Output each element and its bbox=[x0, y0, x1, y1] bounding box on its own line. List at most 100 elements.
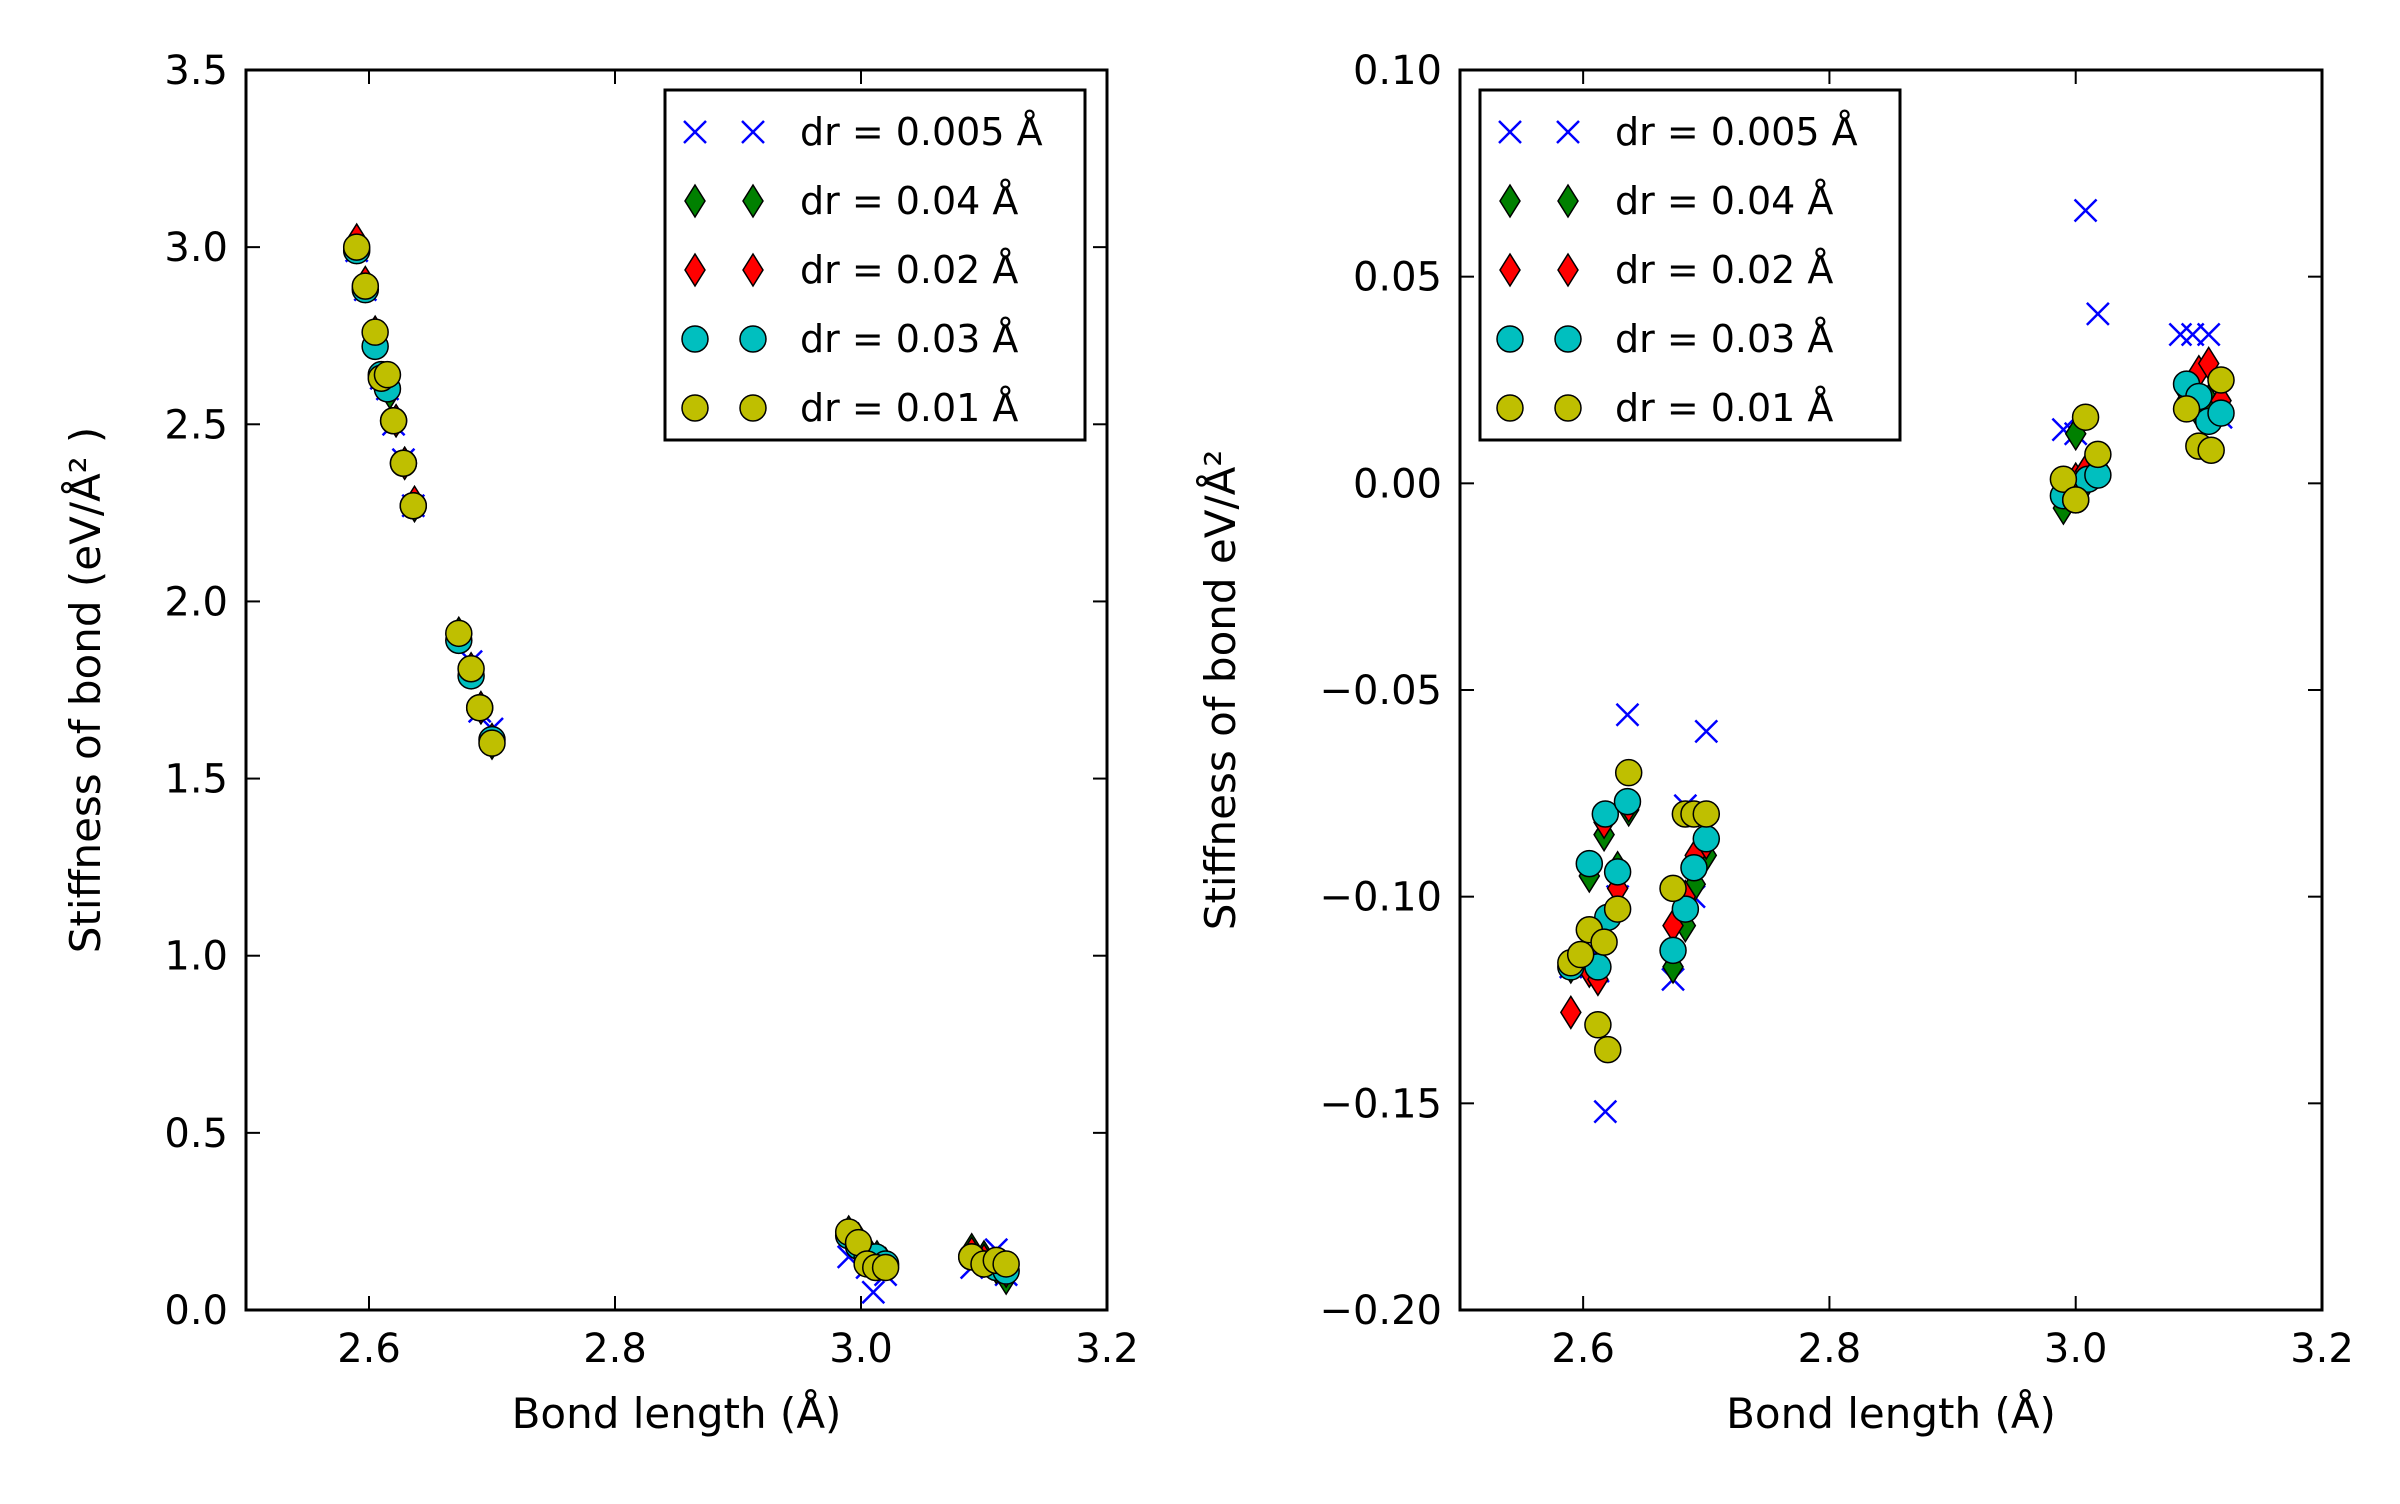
y-tick-label: 3.5 bbox=[164, 48, 228, 94]
x-tick-label: 2.8 bbox=[583, 1326, 647, 1372]
legend-marker bbox=[1556, 120, 1580, 144]
x-tick-label: 2.8 bbox=[1798, 1326, 1862, 1372]
legend-marker bbox=[681, 325, 709, 353]
data-point bbox=[361, 318, 389, 346]
legend: dr = 0.005 Å dr = 0.04 Å dr = 0.02 Å dr = 0… bbox=[1478, 88, 1902, 442]
x-tick-label: 3.0 bbox=[829, 1326, 893, 1372]
data-point bbox=[861, 1280, 886, 1305]
legend-label: dr = 0.03 Å bbox=[800, 317, 1018, 361]
data-point bbox=[1694, 719, 1719, 744]
data-point bbox=[373, 360, 402, 389]
legend-marker bbox=[684, 183, 706, 219]
y-tick-label: −0.10 bbox=[1319, 875, 1442, 921]
y-tick-label: 2.5 bbox=[164, 402, 228, 448]
y-tick-label: 0.05 bbox=[1353, 255, 1442, 301]
data-point bbox=[1613, 787, 1642, 816]
data-point bbox=[1590, 928, 1618, 956]
data-point bbox=[389, 449, 418, 478]
legend-label: dr = 0.02 Å bbox=[800, 248, 1018, 292]
data-point bbox=[1692, 800, 1721, 828]
legend-label: dr = 0.005 Å bbox=[1615, 110, 1858, 154]
y-axis-label: Stiffness of bond (eV/Å² ) bbox=[60, 427, 110, 954]
data-point bbox=[2197, 436, 2225, 465]
series-3 bbox=[1557, 370, 2235, 981]
data-point bbox=[1559, 994, 1582, 1030]
y-tick-label: −0.20 bbox=[1319, 1288, 1442, 1334]
data-point bbox=[871, 1253, 900, 1282]
data-point bbox=[457, 654, 485, 683]
legend-marker bbox=[1499, 252, 1521, 288]
legend-marker bbox=[1554, 394, 1582, 422]
y-tick-label: 0.0 bbox=[164, 1288, 228, 1334]
legend-label: dr = 0.01 Å bbox=[1615, 386, 1833, 430]
legend-marker bbox=[742, 183, 764, 219]
x-axis-label: Bond length (Å) bbox=[512, 1388, 842, 1438]
series-2 bbox=[1559, 346, 2232, 1030]
data-point bbox=[2073, 198, 2098, 223]
legend-marker bbox=[1496, 325, 1524, 353]
legend-marker bbox=[1557, 183, 1579, 219]
legend-entry: dr = 0.02 Å bbox=[1499, 248, 1833, 292]
right-panel: 2.6 2.8 3.0 3.2 −0.20 −0.15 −0.10 −0.05 0.00 0.05… bbox=[1195, 48, 2354, 1438]
y-tick-label: 2.0 bbox=[164, 579, 228, 625]
data-point bbox=[1671, 895, 1700, 923]
data-points bbox=[342, 222, 1020, 1305]
y-tick-label: 1.5 bbox=[164, 757, 228, 803]
data-point bbox=[2172, 395, 2201, 423]
x-tick-label: 2.6 bbox=[337, 1326, 401, 1372]
data-point bbox=[1603, 858, 1632, 886]
data-point bbox=[1680, 853, 1708, 882]
data-point bbox=[1603, 895, 1632, 923]
data-point bbox=[351, 272, 380, 300]
legend-label: dr = 0.04 Å bbox=[1615, 179, 1833, 223]
x-tick-label: 3.2 bbox=[1075, 1326, 1139, 1372]
data-point bbox=[1615, 702, 1640, 727]
legend-entry: dr = 0.02 Å bbox=[684, 248, 1018, 292]
x-tick-label: 2.6 bbox=[1551, 1326, 1615, 1372]
series-4 bbox=[1557, 366, 2235, 1064]
legend-entry: dr = 0.03 Å bbox=[681, 317, 1018, 361]
data-point bbox=[1591, 800, 1620, 828]
data-point bbox=[1692, 825, 1721, 853]
legend-marker bbox=[1496, 394, 1524, 422]
legend-label: dr = 0.03 Å bbox=[1615, 317, 1833, 361]
data-point bbox=[2085, 301, 2110, 326]
data-point bbox=[445, 619, 473, 648]
y-tick-label: 0.5 bbox=[164, 1111, 228, 1157]
data-point bbox=[342, 233, 371, 261]
y-tick-label: 0.00 bbox=[1353, 461, 1442, 507]
legend-box bbox=[1478, 88, 1902, 442]
legend-box bbox=[663, 88, 1087, 442]
y-tick-label: 3.0 bbox=[164, 225, 228, 271]
legend-marker bbox=[739, 325, 767, 353]
data-point bbox=[1566, 940, 1595, 969]
x-tick-label: 3.2 bbox=[2290, 1326, 2354, 1372]
legend-entry: dr = 0.04 Å bbox=[684, 179, 1018, 223]
legend-marker bbox=[1498, 120, 1522, 144]
legend-label: dr = 0.02 Å bbox=[1615, 248, 1833, 292]
legend-marker bbox=[681, 394, 709, 422]
data-point bbox=[1659, 874, 1687, 903]
y-axis-label: Stiffness of bond eV/Å² bbox=[1195, 450, 1245, 930]
y-tick-label: 0.10 bbox=[1353, 48, 1442, 94]
x-tick-label: 3.0 bbox=[2044, 1326, 2108, 1372]
legend-entry: dr = 0.005 Å bbox=[683, 110, 1043, 154]
legend-marker bbox=[1557, 252, 1579, 288]
y-tick-label: −0.05 bbox=[1319, 668, 1442, 714]
data-point bbox=[2207, 366, 2235, 394]
legend-entry: dr = 0.005 Å bbox=[1498, 110, 1858, 154]
data-point bbox=[2196, 322, 2221, 347]
data-point bbox=[2071, 403, 2100, 431]
data-point bbox=[2084, 440, 2112, 469]
legend-marker bbox=[742, 252, 764, 288]
data-point bbox=[1593, 1099, 1618, 1124]
legend-label: dr = 0.01 Å bbox=[800, 386, 1018, 430]
legend-entry: dr = 0.01 Å bbox=[681, 386, 1018, 430]
legend-label: dr = 0.04 Å bbox=[800, 179, 1018, 223]
data-point bbox=[2207, 399, 2235, 427]
legend-entry: dr = 0.03 Å bbox=[1496, 317, 1833, 361]
legend-marker bbox=[741, 120, 765, 144]
data-point bbox=[478, 729, 506, 757]
data-point bbox=[399, 492, 428, 520]
